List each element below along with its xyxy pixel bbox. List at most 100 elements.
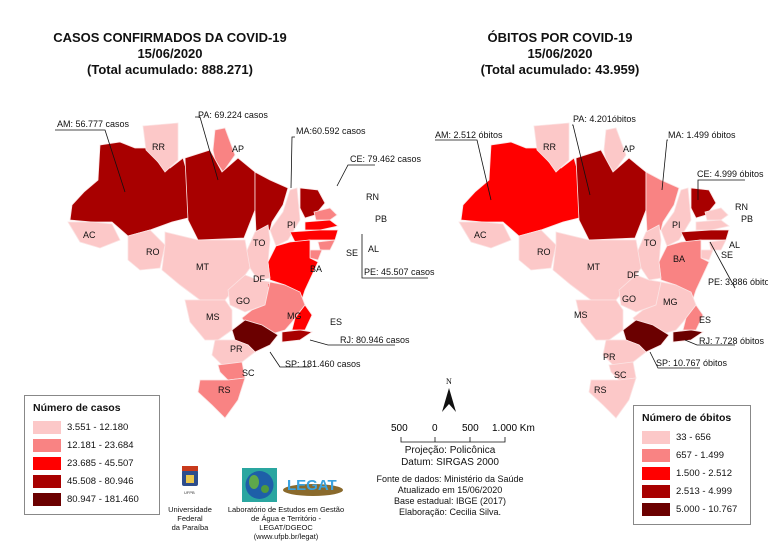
svg-text:AL: AL <box>368 244 379 254</box>
svg-text:RJ: 80.946 casos: RJ: 80.946 casos <box>340 335 410 345</box>
svg-text:MA:60.592 casos: MA:60.592 casos <box>296 126 366 136</box>
svg-text:MS: MS <box>574 310 588 320</box>
state-rj[interactable] <box>281 329 314 343</box>
svg-text:SP: 181.460 casos: SP: 181.460 casos <box>285 359 361 369</box>
state-ma[interactable] <box>254 171 289 233</box>
deaths-legend-title: Número de óbitos <box>642 412 732 424</box>
deaths-states <box>458 122 730 419</box>
svg-text:DF: DF <box>627 270 639 280</box>
legend-swatch <box>642 448 670 462</box>
svg-text:SP: 10.767 óbitos: SP: 10.767 óbitos <box>656 358 728 368</box>
svg-text:500: 500 <box>462 423 479 434</box>
state-ac[interactable] <box>458 221 512 249</box>
legend-class-5: 80.947 - 181.460 <box>33 490 151 508</box>
deaths-legend: Número de óbitos 33 - 656 657 - 1.499 1.… <box>633 405 751 525</box>
cases-state-labels: RR AP AC RO MT TO PI RN PB AL SE BA DF G… <box>83 142 387 395</box>
cases-title-date: 15/06/2020 <box>137 46 203 61</box>
svg-text:AC: AC <box>474 230 487 240</box>
state-ms[interactable] <box>575 299 624 341</box>
state-rs[interactable] <box>197 377 246 419</box>
svg-text:SE: SE <box>346 248 358 258</box>
deaths-map-title: ÓBITOS POR COVID-19 15/06/2020 (Total ac… <box>410 30 710 78</box>
north-label: N <box>446 377 452 386</box>
svg-text:PR: PR <box>603 352 616 362</box>
state-ro[interactable] <box>127 229 166 271</box>
legend-class-3: 23.685 - 45.507 <box>33 454 151 472</box>
legend-class-4: 2.513 - 4.999 <box>642 482 742 500</box>
svg-text:BA: BA <box>310 264 322 274</box>
svg-text:LEGAT: LEGAT <box>287 477 337 494</box>
svg-text:BA: BA <box>673 254 685 264</box>
svg-text:ES: ES <box>330 317 342 327</box>
state-ms[interactable] <box>184 299 233 341</box>
legend-swatch <box>33 438 61 452</box>
map-source-info: Fonte de dados: Ministério da Saúde Atua… <box>376 474 524 517</box>
legend-swatch <box>642 430 670 444</box>
svg-text:1.000 Km: 1.000 Km <box>492 423 535 434</box>
ufpb-logo: UFPB <box>182 466 198 495</box>
svg-text:500: 500 <box>391 423 408 434</box>
state-mg[interactable] <box>632 281 697 336</box>
state-ro[interactable] <box>518 229 557 271</box>
state-ma[interactable] <box>645 171 680 233</box>
deaths-state-labels: RR AP AC RO MT TO PI RN PB AL SE BA DF G… <box>474 142 753 395</box>
legat-caption: Laboratório de Estudos em Gestão de Água… <box>227 505 345 541</box>
svg-text:MT: MT <box>587 262 600 272</box>
svg-text:SC: SC <box>614 370 627 380</box>
svg-text:RS: RS <box>594 385 607 395</box>
svg-text:CE: 79.462 casos: CE: 79.462 casos <box>350 154 422 164</box>
deaths-title-total: (Total acumulado: 43.959) <box>480 62 640 77</box>
state-rr[interactable] <box>533 122 570 173</box>
scale-bar: 500 0 500 1.000 Km <box>391 423 535 443</box>
svg-text:AL: AL <box>729 240 740 250</box>
svg-text:SE: SE <box>721 250 733 260</box>
state-rn[interactable] <box>704 207 729 221</box>
legend-swatch <box>33 456 61 470</box>
legend-class-2: 12.181 - 23.684 <box>33 436 151 454</box>
svg-text:RO: RO <box>146 247 160 257</box>
svg-text:AP: AP <box>623 144 635 154</box>
svg-text:PA: 4.201óbitos: PA: 4.201óbitos <box>573 114 636 124</box>
north-arrow: N <box>442 377 456 412</box>
svg-text:AM: 2.512 óbitos: AM: 2.512 óbitos <box>435 130 503 140</box>
svg-text:PE: 45.507 casos: PE: 45.507 casos <box>364 267 435 277</box>
state-pb[interactable] <box>695 219 730 231</box>
state-mg[interactable] <box>241 281 306 336</box>
state-pr[interactable] <box>211 339 256 366</box>
svg-text:SC: SC <box>242 368 255 378</box>
state-rs[interactable] <box>588 377 637 419</box>
cases-legend-title: Número de casos <box>33 402 121 414</box>
deaths-title-line1: ÓBITOS POR COVID-19 <box>487 30 633 45</box>
legend-class-1: 33 - 656 <box>642 428 742 446</box>
state-rn[interactable] <box>313 207 338 221</box>
map-projection-info: Projeção: Policônica Datum: SIRGAS 2000 <box>401 445 499 468</box>
legend-class-3: 1.500 - 2.512 <box>642 464 742 482</box>
svg-text:PB: PB <box>741 214 753 224</box>
legend-class-1: 3.551 - 12.180 <box>33 418 151 436</box>
svg-text:MT: MT <box>196 262 209 272</box>
legend-swatch <box>33 492 61 506</box>
svg-text:MA: 1.499 óbitos: MA: 1.499 óbitos <box>668 130 736 140</box>
svg-text:GO: GO <box>236 296 250 306</box>
svg-text:RN: RN <box>366 192 379 202</box>
state-ac[interactable] <box>67 221 121 249</box>
state-to[interactable] <box>635 224 662 281</box>
svg-text:GO: GO <box>622 294 636 304</box>
cases-title-line1: CASOS CONFIRMADOS DA COVID-19 <box>53 30 287 45</box>
svg-text:PI: PI <box>672 220 681 230</box>
state-al[interactable] <box>317 239 336 251</box>
state-rr[interactable] <box>142 122 179 173</box>
svg-text:PB: PB <box>375 214 387 224</box>
state-pr[interactable] <box>602 339 647 366</box>
state-pb[interactable] <box>304 219 339 231</box>
legat-wordmark-logo: LEGAT <box>283 477 343 496</box>
ufpb-caption: Universidade Federal da Paraíba <box>168 505 212 532</box>
svg-text:AP: AP <box>232 144 244 154</box>
legend-class-4: 45.508 - 80.946 <box>33 472 151 490</box>
state-rj[interactable] <box>672 329 705 343</box>
svg-text:PI: PI <box>287 220 296 230</box>
svg-text:RS: RS <box>218 385 231 395</box>
legend-swatch <box>33 474 61 488</box>
svg-text:TO: TO <box>253 238 265 248</box>
